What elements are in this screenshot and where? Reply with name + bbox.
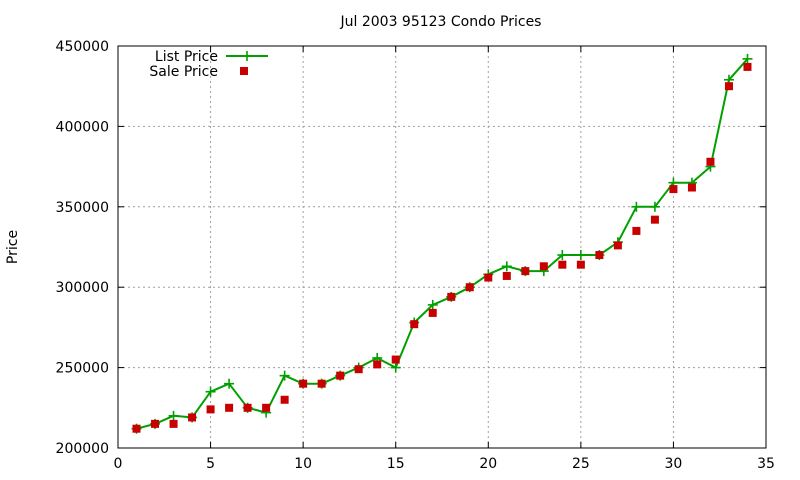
y-tick-label: 450000 [56,39,109,55]
data-point-list-price [631,201,642,212]
x-tick-label: 35 [757,456,775,472]
x-tick-label: 30 [665,456,683,472]
y-tick-label: 250000 [56,361,109,377]
data-point-list-price [501,261,512,272]
data-point-sale-price [206,405,215,414]
data-point-sale-price [299,379,308,388]
data-point-sale-price [373,360,382,369]
data-point-list-price [279,370,290,381]
data-point-list-price [205,386,216,397]
data-point-sale-price [225,403,234,412]
data-point-sale-price [558,260,567,269]
data-point-sale-price [613,241,622,250]
data-point-sale-price [151,419,160,428]
axes: 0 5 10 15 20 25 30 35 200000 250000 300000 350000 40… [56,39,775,472]
data-point-sale-price [484,273,493,282]
data-point-list-price [742,53,753,64]
x-tick-label: 25 [572,456,590,472]
data-point-list-price [224,378,235,389]
data-point-sale-price [447,292,456,301]
data-point-sale-price [262,403,271,412]
data-point-sale-price [188,413,197,422]
data-point-list-price [649,201,660,212]
legend: List Price Sale Price [149,49,268,80]
legend-label-list-price: List Price [155,49,218,65]
data-point-sale-price [465,283,474,292]
y-tick-label: 200000 [56,441,109,457]
x-tick-label: 10 [294,456,312,472]
y-tick-label: 350000 [56,200,109,216]
data-point-sale-price [576,260,585,269]
x-tick-label: 15 [387,456,405,472]
series-sale-price [132,62,752,433]
data-point-sale-price [743,62,752,71]
data-point-list-price [427,299,438,310]
data-point-list-price [168,410,179,421]
legend-label-sale-price: Sale Price [149,64,218,80]
data-point-sale-price [280,395,289,404]
data-point-sale-price [595,251,604,260]
data-point-list-price [390,362,401,373]
data-point-sale-price [632,226,641,235]
data-point-sale-price [391,355,400,364]
plot-frame [117,45,767,449]
data-point-sale-price [428,308,437,317]
y-axis-label: Price [5,230,21,264]
data-point-sale-price [410,320,419,329]
data-point-sale-price [243,403,252,412]
y-tick-label: 400000 [56,119,109,135]
data-point-sale-price [687,183,696,192]
data-point-sale-price [502,271,511,280]
data-point-sale-price [706,157,715,166]
x-tick-label: 0 [114,456,123,472]
grid [118,46,766,448]
data-point-sale-price [132,424,141,433]
data-point-sale-price [669,185,678,194]
data-point-sale-price [724,82,733,91]
data-point-sale-price [317,379,326,388]
y-tick-label: 300000 [56,280,109,296]
data-point-sale-price [354,365,363,374]
x-tick-label: 20 [479,456,497,472]
data-point-sale-price [336,371,345,380]
series-line-list-price [136,58,749,430]
data-point-sale-price [650,215,659,224]
x-tick-label: 5 [206,456,215,472]
data-point-sale-price [169,419,178,428]
data-point-sale-price [521,267,530,276]
series-list-price [131,53,753,434]
data-point-list-price [575,250,586,261]
chart-title: Jul 2003 95123 Condo Prices [340,14,542,30]
data-point-sale-price [539,262,548,271]
legend-marker-list-price [242,51,252,61]
series [131,53,753,434]
legend-marker-sale-price [240,67,248,75]
data-point-list-price [557,250,568,261]
